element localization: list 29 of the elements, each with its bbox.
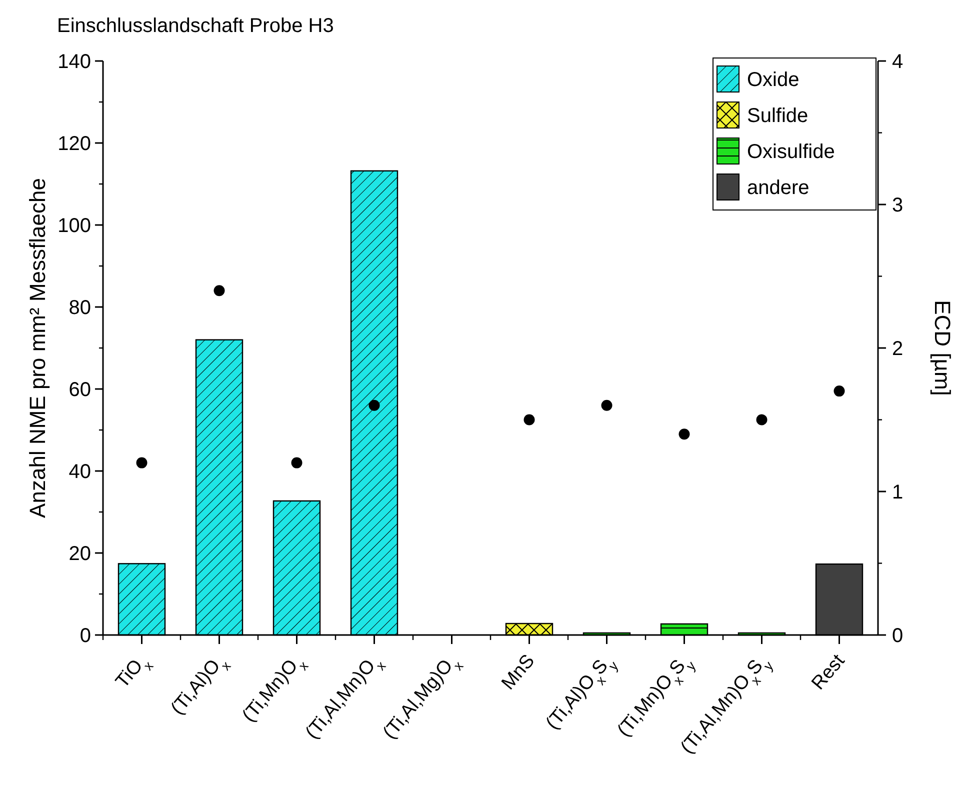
point [524,414,535,426]
y-tick-label: 80 [68,297,91,319]
y-tick-label: 140 [58,51,91,73]
point [214,285,225,296]
y-tick-label: 60 [68,379,91,401]
y2-tick-label: 2 [892,338,904,360]
y2-tick-label: 4 [892,51,904,73]
y2-tick-label: 0 [892,625,904,647]
y-tick-label: 120 [58,133,91,155]
point [834,386,845,397]
y-tick-label: 0 [80,625,91,647]
point [136,457,148,468]
point [601,400,612,411]
legend-label: andere [747,177,810,199]
y-tick-label: 100 [58,215,91,237]
y2-tick-label: 3 [892,194,904,216]
y2-axis-title: ECD [µm] [930,300,955,396]
y2-tick-label: 1 [892,482,904,504]
point [368,400,380,411]
y-axis-title: Anzahl NME pro mm² Messflaeche [25,178,50,518]
point [291,457,302,468]
point [678,428,690,440]
y-tick-label: 40 [68,461,91,483]
legend-label: Oxisulfide [747,141,835,163]
chart-title: Einschlusslandschaft Probe H3 [57,15,334,37]
point [756,414,768,426]
legend-label: Oxide [747,69,800,91]
y-tick-label: 20 [68,543,91,565]
legend-label: Sulfide [747,105,808,127]
